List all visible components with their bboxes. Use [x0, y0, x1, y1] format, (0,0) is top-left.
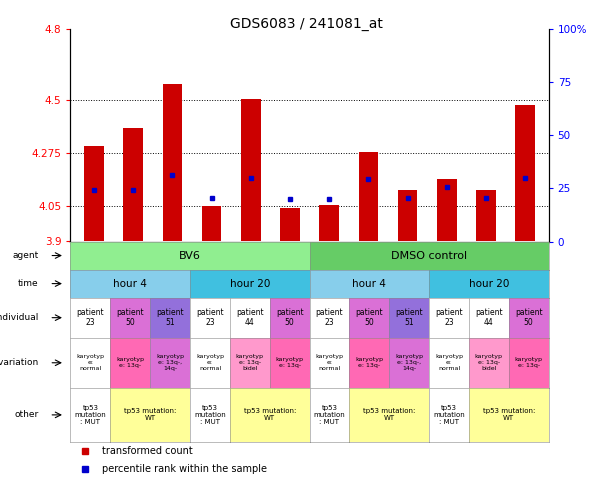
Text: karyotyp
e: 13q-: karyotyp e: 13q- — [356, 357, 383, 368]
Text: tp53
mutation
: MUT: tp53 mutation : MUT — [314, 405, 345, 425]
Text: individual: individual — [0, 313, 39, 322]
Text: patient
50: patient 50 — [276, 308, 303, 327]
Bar — [319, 205, 339, 242]
Text: patient
50: patient 50 — [116, 308, 144, 327]
Text: patient
51: patient 51 — [156, 308, 184, 327]
Bar — [202, 206, 221, 242]
Text: genotype/variation: genotype/variation — [0, 358, 39, 367]
Text: karyotyp
e: 13q-
bidel: karyotyp e: 13q- bidel — [475, 355, 503, 371]
Text: time: time — [18, 279, 39, 288]
Text: hour 20: hour 20 — [230, 279, 270, 289]
Text: tp53 mutation:
WT: tp53 mutation: WT — [482, 409, 535, 421]
Text: tp53 mutation:
WT: tp53 mutation: WT — [124, 409, 177, 421]
Text: other: other — [15, 411, 39, 419]
Bar — [280, 209, 300, 242]
Text: patient
44: patient 44 — [236, 308, 264, 327]
Bar — [359, 152, 378, 242]
Text: patient
51: patient 51 — [395, 308, 423, 327]
Bar — [398, 189, 417, 242]
Text: karyotyp
e:
normal: karyotyp e: normal — [435, 355, 463, 371]
Text: transformed count: transformed count — [102, 446, 192, 456]
Text: tp53
mutation
: MUT: tp53 mutation : MUT — [75, 405, 106, 425]
Text: karyotyp
e: 13q-: karyotyp e: 13q- — [276, 357, 303, 368]
Text: patient
23: patient 23 — [77, 308, 104, 327]
Text: karyotyp
e: 13q-: karyotyp e: 13q- — [116, 357, 144, 368]
Bar — [84, 146, 104, 242]
Text: hour 4: hour 4 — [352, 279, 386, 289]
Text: hour 4: hour 4 — [113, 279, 147, 289]
Text: karyotyp
e: 13q-,
14q-: karyotyp e: 13q-, 14q- — [156, 355, 184, 371]
Text: karyotyp
e: 13q-,
14q-: karyotyp e: 13q-, 14q- — [395, 355, 423, 371]
Text: agent: agent — [12, 251, 39, 260]
Text: karyotyp
e:
normal: karyotyp e: normal — [316, 355, 343, 371]
Text: patient
23: patient 23 — [435, 308, 463, 327]
Bar — [516, 104, 535, 242]
Text: karyotyp
e:
normal: karyotyp e: normal — [196, 355, 224, 371]
Text: tp53 mutation:
WT: tp53 mutation: WT — [243, 409, 296, 421]
Text: hour 20: hour 20 — [469, 279, 509, 289]
Text: karyotyp
e:
normal: karyotyp e: normal — [77, 355, 104, 371]
Text: tp53
mutation
: MUT: tp53 mutation : MUT — [433, 405, 465, 425]
Text: DMSO control: DMSO control — [391, 251, 467, 260]
Text: patient
50: patient 50 — [356, 308, 383, 327]
Text: karyotyp
e: 13q-
bidel: karyotyp e: 13q- bidel — [236, 355, 264, 371]
Text: tp53
mutation
: MUT: tp53 mutation : MUT — [194, 405, 226, 425]
Bar — [123, 128, 143, 242]
Bar — [162, 85, 182, 242]
Text: percentile rank within the sample: percentile rank within the sample — [102, 464, 267, 474]
Text: patient
44: patient 44 — [475, 308, 503, 327]
Text: patient
23: patient 23 — [316, 308, 343, 327]
Text: patient
50: patient 50 — [515, 308, 543, 327]
Text: GDS6083 / 241081_at: GDS6083 / 241081_at — [230, 17, 383, 31]
Text: tp53 mutation:
WT: tp53 mutation: WT — [363, 409, 416, 421]
Text: patient
23: patient 23 — [196, 308, 224, 327]
Text: karyotyp
e: 13q-: karyotyp e: 13q- — [515, 357, 543, 368]
Bar — [476, 189, 496, 242]
Bar — [241, 99, 261, 242]
Bar — [437, 179, 457, 242]
Text: BV6: BV6 — [179, 251, 201, 260]
